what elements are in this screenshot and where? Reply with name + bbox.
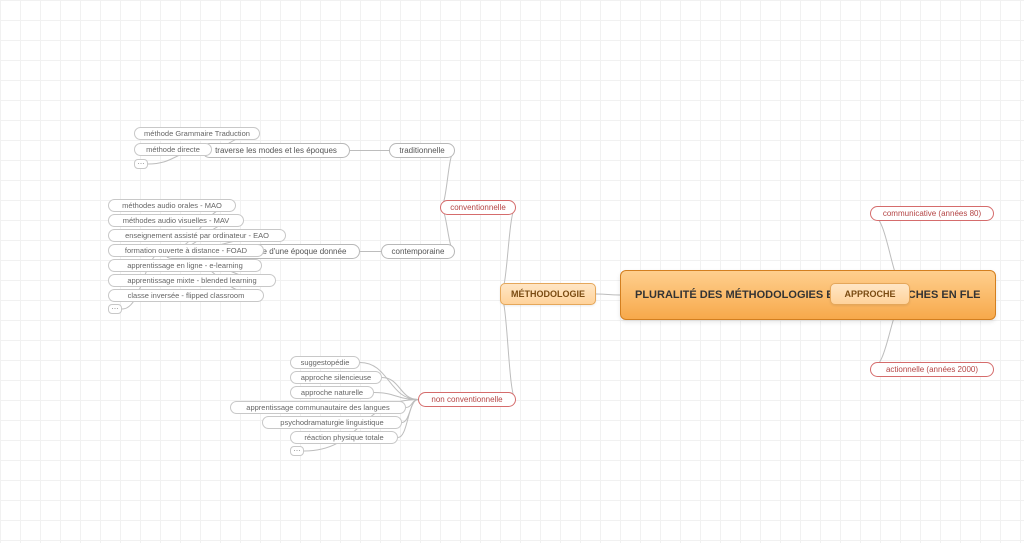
node-trad_l1[interactable]: méthode directe xyxy=(134,143,212,156)
node-cont_l4[interactable]: apprentissage en ligne - e-learning xyxy=(108,259,262,272)
node-nc_l3[interactable]: apprentissage communautaire des langues xyxy=(230,401,406,414)
node-trad_l0[interactable]: méthode Grammaire Traduction xyxy=(134,127,260,140)
node-cont_l0[interactable]: méthodes audio orales - MAO xyxy=(108,199,236,212)
node-cont_l3[interactable]: formation ouverte à distance - FOAD xyxy=(108,244,264,257)
node-act[interactable]: actionnelle (années 2000) xyxy=(870,362,994,377)
node-conv[interactable]: conventionnelle xyxy=(440,200,516,215)
node-nc_l0[interactable]: suggestopédie xyxy=(290,356,360,369)
node-trad_sub[interactable]: traverse les modes et les époques xyxy=(202,143,350,158)
node-nc_l4[interactable]: psychodramaturgie linguistique xyxy=(262,416,402,429)
node-cont[interactable]: contemporaine xyxy=(381,244,455,259)
node-method[interactable]: MÉTHODOLOGIE xyxy=(500,283,596,305)
node-center[interactable]: PLURALITÉ DES MÉTHODOLOGIES ET DES APPRO… xyxy=(620,270,996,320)
node-cont_eb[interactable]: ⋯ xyxy=(108,304,122,314)
node-nc_l5[interactable]: réaction physique totale xyxy=(290,431,398,444)
node-nc_l2[interactable]: approche naturelle xyxy=(290,386,374,399)
node-nc_eb[interactable]: ⋯ xyxy=(290,446,304,456)
node-cont_l5[interactable]: apprentissage mixte - blended learning xyxy=(108,274,276,287)
node-approche[interactable]: APPROCHE xyxy=(830,283,910,305)
node-cont_l6[interactable]: classe inversée - flipped classroom xyxy=(108,289,264,302)
node-nc_l1[interactable]: approche silencieuse xyxy=(290,371,382,384)
node-nonconv[interactable]: non conventionnelle xyxy=(418,392,516,407)
node-trad[interactable]: traditionnelle xyxy=(389,143,455,158)
node-cont_l1[interactable]: méthodes audio visuelles - MAV xyxy=(108,214,244,227)
node-trad_eb[interactable]: ⋯ xyxy=(134,159,148,169)
node-comm[interactable]: communicative (années 80) xyxy=(870,206,994,221)
node-cont_l2[interactable]: enseignement assisté par ordinateur - EA… xyxy=(108,229,286,242)
